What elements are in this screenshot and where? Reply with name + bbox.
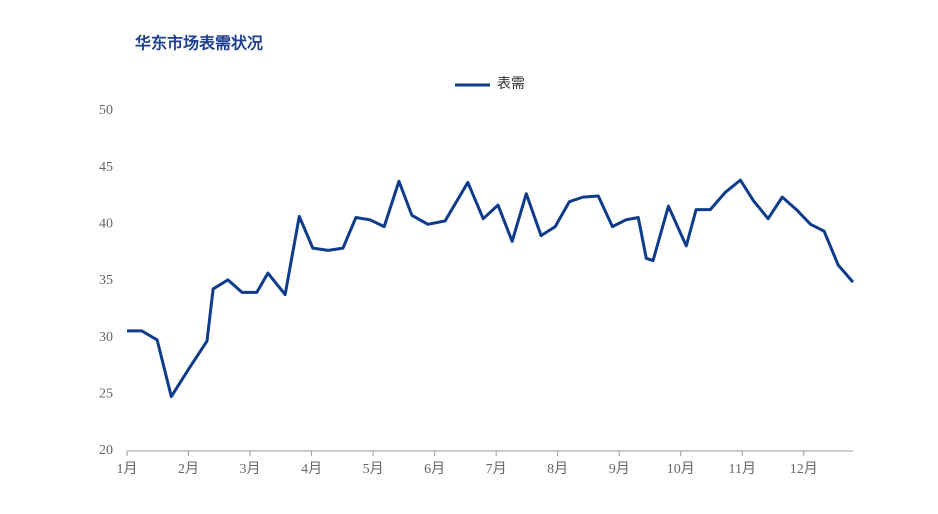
x-tick-label: 1月	[117, 461, 138, 477]
x-tick-label: 6月	[424, 461, 445, 477]
legend-label: 表需	[497, 76, 525, 92]
x-tick-label: 12月	[790, 461, 818, 477]
x-tick-label: 8月	[547, 461, 568, 477]
x-tick-label: 5月	[363, 461, 384, 477]
x-tick-label: 11月	[729, 461, 756, 477]
y-tick-label: 30	[99, 330, 113, 345]
line	[127, 178, 855, 399]
x-tick-label: 2月	[178, 461, 199, 477]
x-tick-label: 9月	[609, 461, 630, 477]
y-tick-label: 20	[99, 443, 113, 458]
y-tick-label: 35	[99, 273, 113, 288]
y-tick-label: 50	[99, 103, 113, 118]
x-tick-label: 7月	[486, 461, 507, 477]
y-tick-label: 45	[99, 160, 113, 175]
x-tick-label: 10月	[667, 461, 695, 477]
y-tick-label: 40	[99, 217, 113, 232]
chart-title: 华东市场表需状况	[135, 34, 263, 53]
y-tick-label: 25	[99, 387, 113, 402]
x-tick-label: 4月	[301, 461, 322, 477]
x-tick-label: 3月	[240, 461, 261, 477]
